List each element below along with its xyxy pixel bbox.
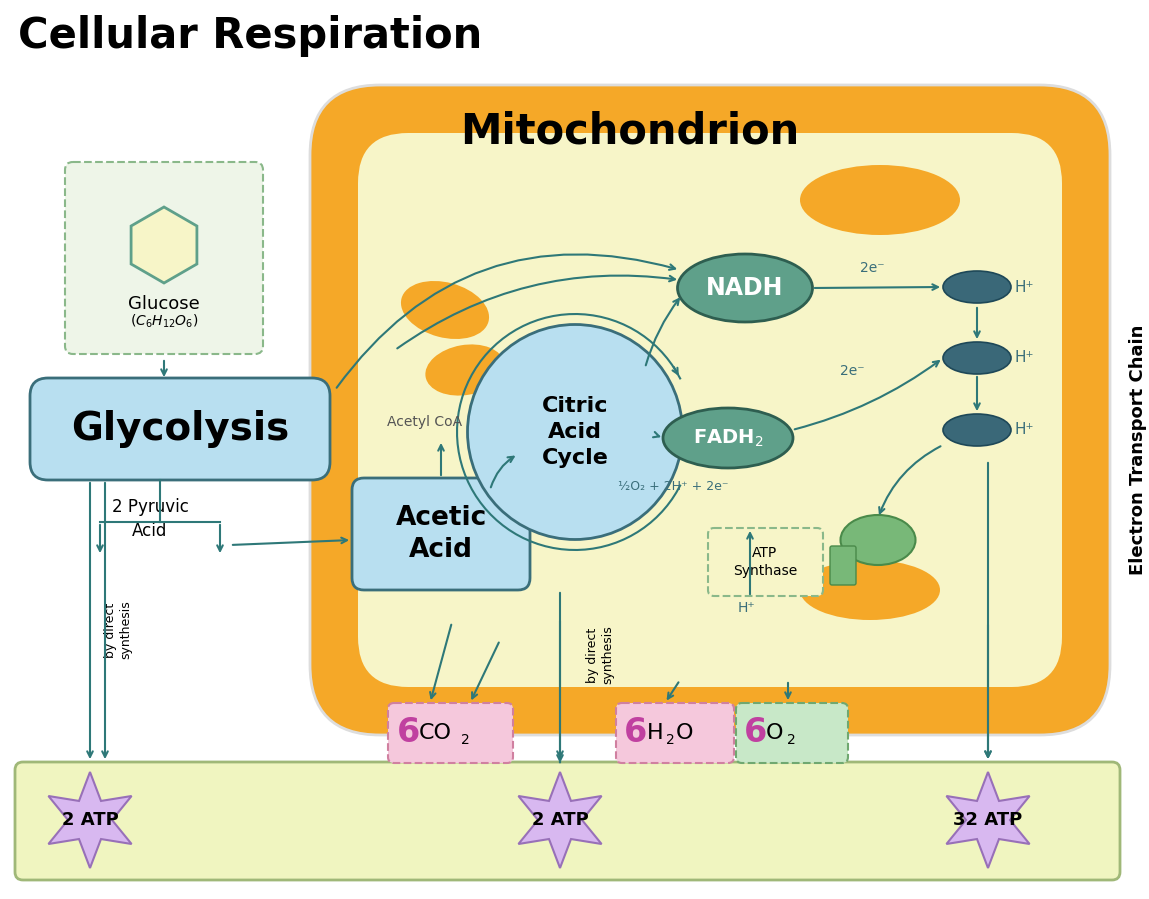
Ellipse shape (468, 325, 683, 539)
Text: ATP
Synthase: ATP Synthase (733, 547, 797, 578)
Text: $(C_6H_{12}O_6)$: $(C_6H_{12}O_6)$ (130, 313, 199, 331)
Text: Cellular Respiration: Cellular Respiration (18, 15, 483, 57)
Text: Electron Transport Chain: Electron Transport Chain (1129, 325, 1147, 575)
Text: by direct
synthesis: by direct synthesis (586, 626, 614, 684)
Ellipse shape (943, 342, 1011, 374)
Text: H: H (647, 723, 664, 743)
Ellipse shape (678, 254, 812, 322)
Text: by direct
synthesis: by direct synthesis (105, 601, 132, 659)
FancyBboxPatch shape (15, 762, 1120, 880)
Ellipse shape (943, 271, 1011, 303)
Polygon shape (947, 772, 1030, 868)
Text: H⁺: H⁺ (1015, 423, 1034, 438)
Text: H⁺: H⁺ (1015, 351, 1034, 366)
FancyBboxPatch shape (352, 478, 530, 590)
Text: Glucose: Glucose (129, 295, 200, 313)
Text: Mitochondrion: Mitochondrion (461, 110, 800, 152)
Text: 2e⁻: 2e⁻ (859, 261, 885, 275)
Text: H⁺: H⁺ (738, 601, 756, 615)
FancyBboxPatch shape (737, 703, 848, 763)
Ellipse shape (800, 560, 940, 620)
Ellipse shape (365, 539, 435, 580)
Text: 2: 2 (461, 733, 470, 747)
FancyBboxPatch shape (830, 546, 856, 585)
Text: ½O₂ + 2H⁺ + 2e⁻: ½O₂ + 2H⁺ + 2e⁻ (618, 480, 728, 493)
Ellipse shape (841, 515, 916, 565)
FancyBboxPatch shape (310, 85, 1110, 735)
Text: 2: 2 (787, 733, 796, 747)
Text: Acetic
Acid: Acetic Acid (395, 505, 487, 563)
Text: CO: CO (419, 723, 452, 743)
Text: NADH: NADH (707, 276, 784, 300)
FancyBboxPatch shape (65, 162, 263, 354)
Text: 2e⁻: 2e⁻ (840, 364, 865, 378)
Text: 6: 6 (745, 717, 768, 750)
Text: FADH$_2$: FADH$_2$ (693, 427, 763, 449)
Text: H⁺: H⁺ (1015, 280, 1034, 295)
Text: 2 ATP: 2 ATP (532, 811, 588, 829)
FancyBboxPatch shape (30, 378, 330, 480)
Ellipse shape (710, 420, 789, 460)
Ellipse shape (401, 281, 489, 339)
Text: 6: 6 (398, 717, 421, 750)
Text: Acetyl CoA: Acetyl CoA (387, 415, 463, 429)
Polygon shape (48, 772, 132, 868)
FancyBboxPatch shape (708, 528, 823, 596)
Text: O: O (766, 723, 784, 743)
Text: 2: 2 (666, 733, 674, 747)
Text: 2 Pyruvic
Acid: 2 Pyruvic Acid (111, 498, 188, 539)
Text: 32 ATP: 32 ATP (954, 811, 1023, 829)
Ellipse shape (800, 165, 961, 235)
FancyBboxPatch shape (358, 133, 1062, 687)
Polygon shape (131, 207, 196, 283)
FancyBboxPatch shape (388, 703, 512, 763)
Text: 6: 6 (624, 717, 647, 750)
Text: 2 ATP: 2 ATP (62, 811, 118, 829)
Text: Glycolysis: Glycolysis (71, 410, 290, 448)
Ellipse shape (425, 344, 504, 396)
FancyBboxPatch shape (616, 703, 734, 763)
Text: O: O (676, 723, 694, 743)
Polygon shape (518, 772, 602, 868)
Ellipse shape (943, 414, 1011, 446)
Text: Citric
Acid
Cycle: Citric Acid Cycle (541, 396, 609, 468)
Ellipse shape (663, 408, 793, 468)
